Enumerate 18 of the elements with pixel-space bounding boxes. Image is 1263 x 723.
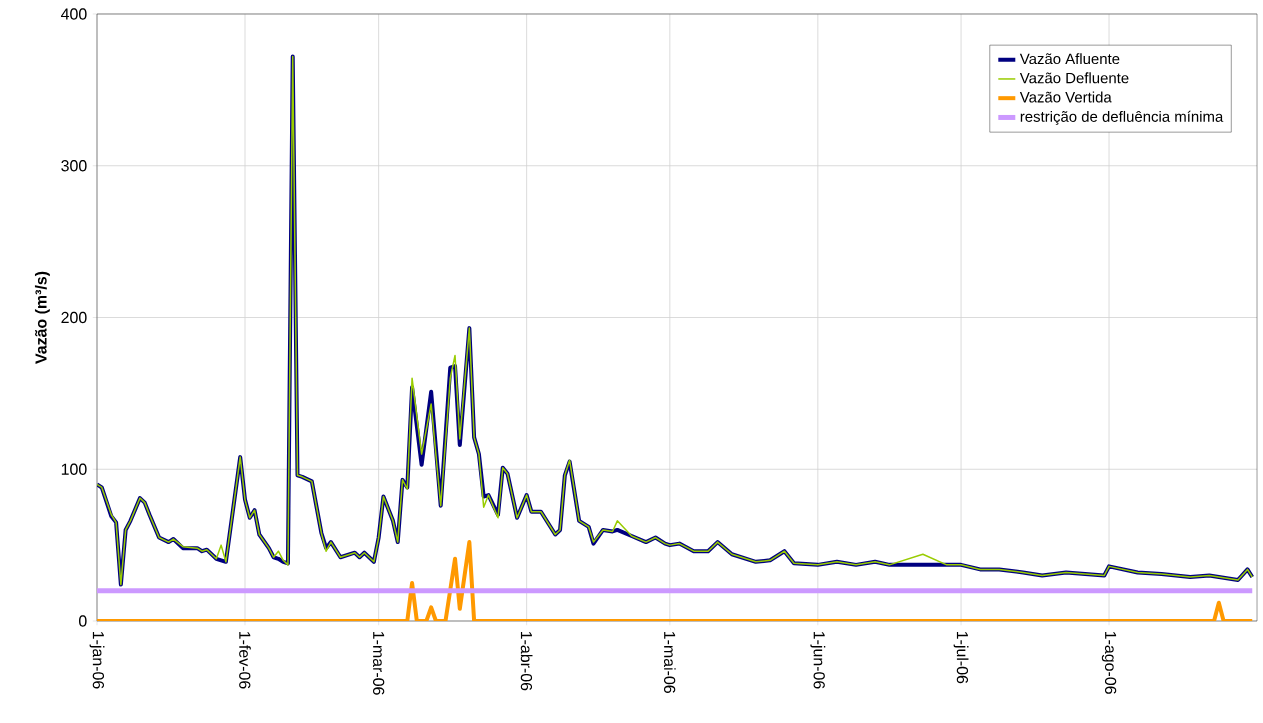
x-tick-label: 1-abr-06 [520, 631, 533, 691]
y-tick-label: 200 [61, 311, 87, 324]
y-tick-label: 100 [61, 463, 87, 475]
legend-label: Vazão Defluente [1019, 72, 1129, 84]
legend-label: Vazão Afluente [1019, 53, 1120, 65]
x-tick-label: 1-jun-06 [810, 631, 826, 689]
x-tick-label: 1-mar-06 [373, 631, 385, 695]
legend-label: restrição de defluência mínima [1020, 110, 1224, 125]
x-tick-label: 1-jan-06 [89, 631, 105, 689]
x-tick-label: 1-fev-06 [239, 631, 251, 689]
legend-label: Vazão Vertida [1019, 91, 1112, 103]
x-tick-label: 1-jul-06 [953, 631, 969, 684]
x-tick-label: 1-ago-06 [1101, 631, 1117, 694]
y-axis-title: Vazão (m³/s) [34, 271, 50, 364]
x-tick-label: 1-mai-06 [663, 631, 676, 693]
y-tick-label: 0 [79, 615, 87, 627]
y-tick-label: 300 [61, 160, 87, 172]
y-tick-label: 400 [61, 8, 87, 20]
